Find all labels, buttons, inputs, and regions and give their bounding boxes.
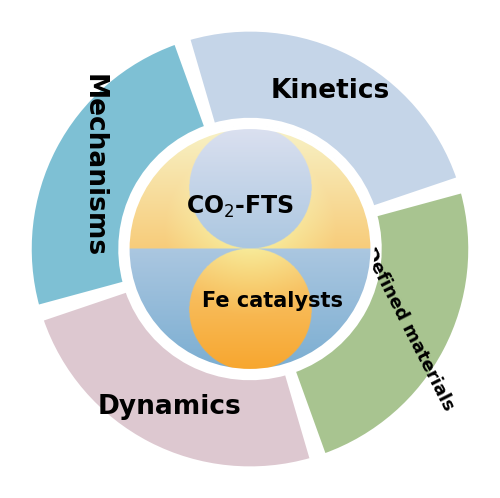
Wedge shape bbox=[42, 291, 312, 468]
Wedge shape bbox=[294, 191, 470, 455]
Text: Dynamics: Dynamics bbox=[98, 393, 242, 419]
Wedge shape bbox=[188, 30, 458, 207]
Wedge shape bbox=[30, 43, 206, 307]
Text: CO$_2$-FTS: CO$_2$-FTS bbox=[186, 194, 294, 220]
Text: Defined materials: Defined materials bbox=[359, 245, 457, 414]
Circle shape bbox=[120, 120, 380, 378]
Text: Fe catalysts: Fe catalysts bbox=[202, 291, 343, 311]
Text: Kinetics: Kinetics bbox=[271, 79, 390, 105]
Text: Mechanisms: Mechanisms bbox=[80, 74, 106, 257]
